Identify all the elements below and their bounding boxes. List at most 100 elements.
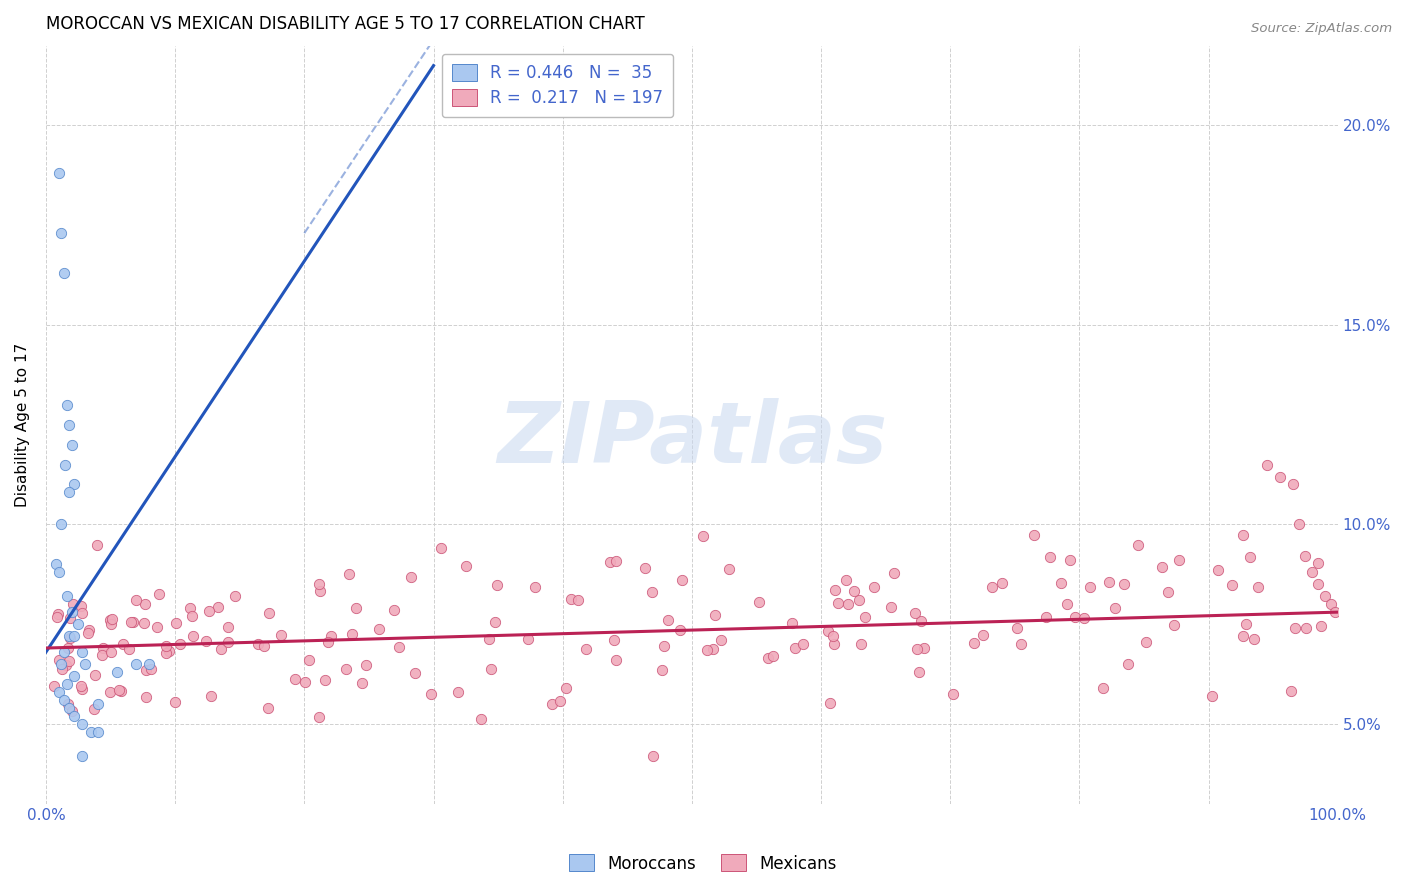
Point: [484, 615, 506, 629]
Point: [257, 700, 280, 714]
Point: [107, 683, 129, 698]
Point: [48, 566, 70, 580]
Point: [980, 580, 1002, 594]
Point: [73, 657, 96, 671]
Point: [454, 558, 477, 573]
Point: [56, 641, 79, 656]
Point: [63, 709, 86, 723]
Point: [1056, 597, 1078, 611]
Point: [207, 600, 229, 615]
Point: [80, 724, 103, 739]
Point: [146, 620, 169, 634]
Point: [55, 398, 77, 412]
Point: [1078, 580, 1101, 594]
Point: [62, 598, 84, 612]
Point: [849, 637, 872, 651]
Point: [217, 635, 239, 649]
Point: [1310, 619, 1333, 633]
Point: [70, 645, 93, 659]
Point: [117, 642, 139, 657]
Point: [910, 614, 932, 628]
Point: [486, 578, 509, 592]
Point: [135, 664, 157, 678]
Point: [198, 603, 221, 617]
Point: [200, 689, 222, 703]
Point: [1126, 538, 1149, 552]
Point: [1201, 689, 1223, 703]
Point: [1091, 681, 1114, 696]
Point: [134, 615, 156, 630]
Point: [1035, 609, 1057, 624]
Text: MOROCCAN VS MEXICAN DISABILITY AGE 5 TO 17 CORRELATION CHART: MOROCCAN VS MEXICAN DISABILITY AGE 5 TO …: [46, 15, 645, 33]
Point: [352, 675, 374, 690]
Point: [972, 628, 994, 642]
Point: [44, 679, 66, 693]
Point: [179, 601, 201, 615]
Point: [45, 558, 67, 572]
Point: [70, 682, 93, 697]
Point: [53, 693, 76, 707]
Point: [91, 641, 114, 656]
Point: [181, 608, 204, 623]
Point: [112, 637, 135, 651]
Point: [105, 665, 128, 679]
Point: [605, 554, 627, 568]
Point: [555, 681, 578, 695]
Point: [470, 713, 492, 727]
Point: [1039, 549, 1062, 564]
Point: [1232, 629, 1254, 643]
Point: [837, 597, 859, 611]
Point: [1239, 550, 1261, 565]
Point: [478, 632, 501, 646]
Point: [252, 639, 274, 653]
Point: [703, 608, 725, 623]
Point: [382, 603, 405, 617]
Point: [1059, 553, 1081, 567]
Point: [818, 696, 841, 710]
Point: [69, 679, 91, 693]
Point: [169, 637, 191, 651]
Point: [1284, 621, 1306, 635]
Point: [1243, 632, 1265, 647]
Point: [817, 624, 839, 639]
Point: [63, 629, 86, 643]
Point: [671, 573, 693, 587]
Point: [308, 710, 330, 724]
Point: [1308, 577, 1330, 591]
Point: [58, 485, 80, 500]
Point: [718, 562, 741, 576]
Point: [1320, 597, 1343, 611]
Point: [77, 623, 100, 637]
Point: [756, 650, 779, 665]
Point: [1114, 577, 1136, 591]
Point: [1281, 477, 1303, 491]
Point: [165, 615, 187, 630]
Point: [692, 529, 714, 543]
Point: [83, 702, 105, 716]
Point: [651, 664, 673, 678]
Point: [59, 631, 82, 645]
Point: [367, 622, 389, 636]
Point: [523, 581, 546, 595]
Point: [855, 610, 877, 624]
Point: [1247, 580, 1270, 594]
Point: [46, 607, 69, 621]
Point: [1050, 576, 1073, 591]
Point: [209, 642, 232, 657]
Point: [1301, 566, 1323, 580]
Point: [1063, 610, 1085, 624]
Point: [340, 627, 363, 641]
Point: [53, 645, 76, 659]
Point: [748, 595, 770, 609]
Point: [181, 629, 204, 643]
Point: [399, 569, 422, 583]
Point: [58, 629, 80, 643]
Point: [314, 673, 336, 687]
Point: [60, 704, 83, 718]
Point: [259, 606, 281, 620]
Point: [912, 641, 935, 656]
Point: [863, 580, 886, 594]
Point: [48, 166, 70, 180]
Point: [657, 613, 679, 627]
Point: [56, 697, 79, 711]
